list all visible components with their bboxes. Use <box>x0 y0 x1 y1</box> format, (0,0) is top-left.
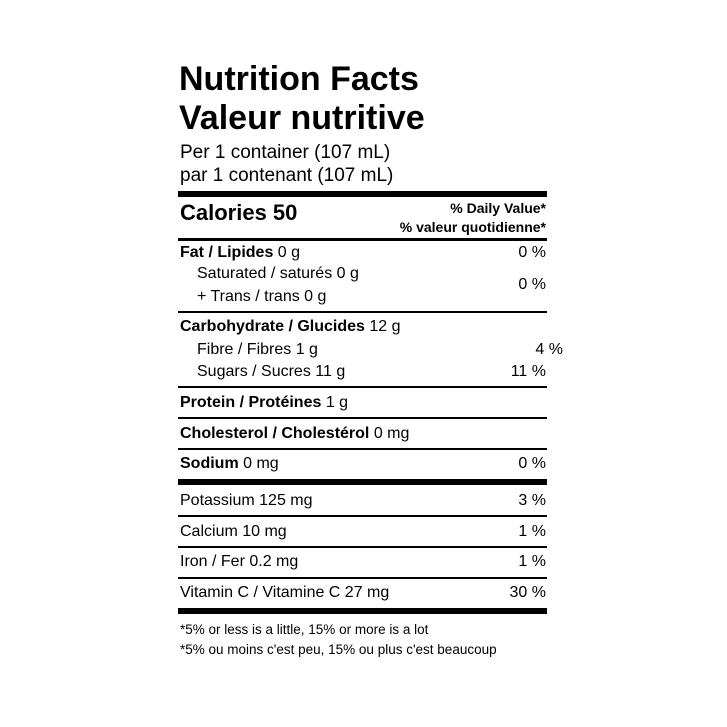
daily-value: 30 % <box>509 584 546 601</box>
nutrient: Calcium 10 mg <box>180 523 287 540</box>
footnote: *5% ou moins c'est peu, 15% ou plus c'es… <box>180 642 497 657</box>
amount: 0 g <box>277 244 301 261</box>
nutrient-row: Carbohydrate / Glucides 12 g <box>180 316 546 338</box>
nutrient-row: Sodium 0 mg 0 % <box>180 453 546 475</box>
daily-value: 0 % <box>518 244 546 261</box>
title: Nutrition Facts <box>179 60 419 98</box>
nutrient-row: + Trans / trans 0 g <box>180 286 563 308</box>
nutrient-row: Sugars / Sucres 11 g 11 % <box>180 361 546 383</box>
nutrient: Cholesterol / Cholestérol <box>180 425 370 442</box>
rule <box>178 577 547 579</box>
rule <box>178 417 547 419</box>
nutrient-row: Saturated / saturés 0 g <box>180 263 563 285</box>
rule <box>178 515 547 517</box>
daily-value: 4 % <box>535 341 563 358</box>
amount: 12 g <box>369 318 401 335</box>
nutrient: Potassium 125 mg <box>180 492 313 509</box>
calories: Calories 50 <box>180 200 298 225</box>
nutrient-row: Iron / Fer 0.2 mg 1 % <box>180 551 546 573</box>
serving: Per 1 container (107 mL) <box>180 142 391 163</box>
rule <box>178 608 547 614</box>
daily-value: 0 % <box>518 455 546 472</box>
nutrient: Saturated / saturés 0 g <box>197 265 359 282</box>
serving: par 1 contenant (107 mL) <box>180 165 394 186</box>
nutrient-row: Cholesterol / Cholestérol 0 mg <box>180 423 546 445</box>
nutrient-row: Fibre / Fibres 1 g 4 % <box>180 339 563 361</box>
rule <box>178 238 547 241</box>
amount: 0 mg <box>243 455 279 472</box>
rule <box>178 479 547 485</box>
nutrient: Iron / Fer 0.2 mg <box>180 553 299 570</box>
daily-value: 1 % <box>518 553 546 570</box>
nutrient-row: Calcium 10 mg 1 % <box>180 521 546 543</box>
nutrient: Fat / Lipides <box>180 244 274 261</box>
nutrient-row: 0 % <box>180 274 546 296</box>
nutrient: Sugars / Sucres 11 g <box>197 363 346 380</box>
dv-header: % Daily Value* <box>450 200 546 216</box>
footnote: *5% or less is a little, 15% or more is … <box>180 622 429 637</box>
dv-header: % valeur quotidienne* <box>399 219 546 235</box>
rule <box>178 191 547 197</box>
amount: 0 mg <box>373 425 410 442</box>
nutrient-row: Fat / Lipides 0 g 0 % <box>180 242 546 264</box>
nutrient: + Trans / trans 0 g <box>197 288 327 305</box>
daily-value: 11 % <box>510 363 546 380</box>
nutrient: Sodium <box>180 455 239 472</box>
rule <box>178 546 547 548</box>
rule <box>178 448 547 450</box>
nutrient-row: Potassium 125 mg 3 % <box>180 490 546 512</box>
nutrient-row: Vitamin C / Vitamine C 27 mg 30 % <box>180 582 546 604</box>
daily-value: 0 % <box>518 276 546 293</box>
amount: 1 g <box>325 394 349 411</box>
rule <box>178 311 547 313</box>
nutrient: Protein / Protéines <box>180 394 322 411</box>
rule <box>178 386 547 388</box>
daily-value: 3 % <box>518 492 546 509</box>
nutrient-row: Protein / Protéines 1 g <box>180 392 546 414</box>
daily-value: 1 % <box>518 523 546 540</box>
nutrient: Carbohydrate / Glucides <box>180 318 365 335</box>
nutrient: Vitamin C / Vitamine C 27 mg <box>180 584 390 601</box>
title-fr: Valeur nutritive <box>179 99 425 137</box>
nutrient: Fibre / Fibres 1 g <box>197 341 318 358</box>
